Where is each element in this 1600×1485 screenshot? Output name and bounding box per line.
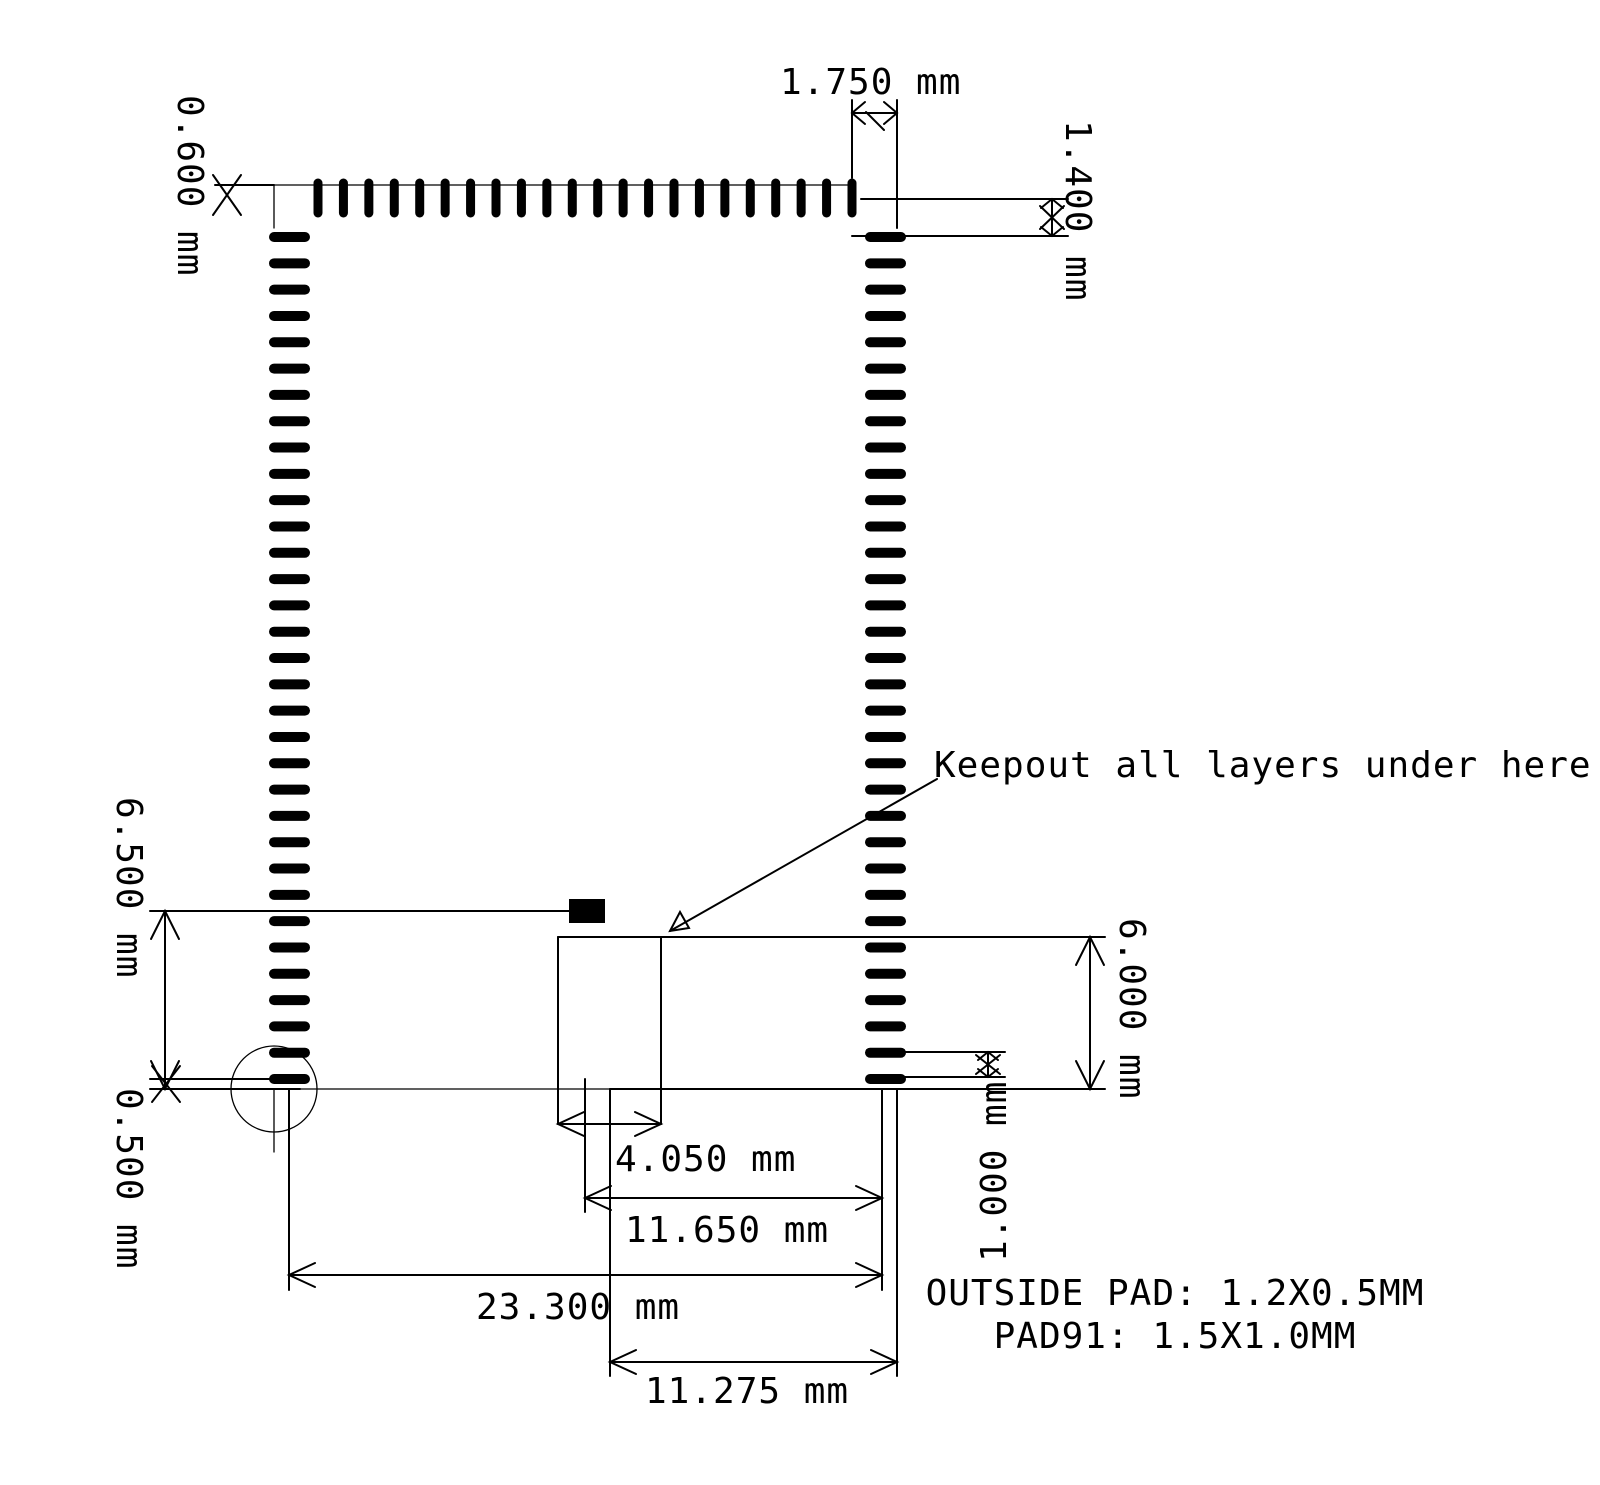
dim-1400: 1.400 mm xyxy=(851,120,1098,301)
pad-91 xyxy=(569,899,605,923)
dim-1000-label: 1.000 mm xyxy=(974,1081,1015,1262)
dim-1750-label: 1.750 mm xyxy=(780,62,961,103)
dim-1400-label: 1.400 mm xyxy=(1057,120,1098,301)
dim-0600: 0.600 mm xyxy=(169,95,275,276)
keepout-label: Keepout all layers under here xyxy=(934,745,1592,786)
dim-1000: 1.000 mm xyxy=(901,1050,1015,1262)
note-pad91: PAD91: 1.5X1.0MM xyxy=(994,1316,1357,1357)
pad-notes: OUTSIDE PAD: 1.2X0.5MM PAD91: 1.5X1.0MM xyxy=(926,1273,1425,1357)
dim-6000: 6.000 mm xyxy=(1075,918,1152,1099)
dim-11650: 11.650 mm xyxy=(582,1078,885,1291)
top-pad-row xyxy=(313,178,857,218)
note-outside-pad: OUTSIDE PAD: 1.2X0.5MM xyxy=(926,1273,1425,1314)
dim-0600-label: 0.600 mm xyxy=(169,95,210,276)
dim-4050-label: 4.050 mm xyxy=(615,1139,796,1180)
dim-23300-label: 23.300 mm xyxy=(476,1287,680,1328)
right-pad-column xyxy=(865,232,906,1084)
dim-11650-label: 11.650 mm xyxy=(625,1210,829,1251)
dim-4050: 4.050 mm xyxy=(555,1111,796,1180)
dim-11275: 11.275 mm xyxy=(607,1088,900,1412)
dim-6500: 6.500 mm xyxy=(108,797,570,1092)
dim-1750: 1.750 mm xyxy=(780,62,961,229)
dim-0500-label: 0.500 mm xyxy=(108,1088,149,1269)
dim-0500: 0.500 mm xyxy=(108,1065,301,1269)
keepout-leader: Keepout all layers under here xyxy=(668,745,1592,933)
left-pad-column xyxy=(269,232,310,1084)
keepout-region xyxy=(557,936,1106,1125)
dim-6500-label: 6.500 mm xyxy=(108,797,149,978)
dim-11275-label: 11.275 mm xyxy=(645,1371,849,1412)
dim-6000-label: 6.000 mm xyxy=(1111,918,1152,1099)
dim-23300: 23.300 mm xyxy=(286,1088,885,1328)
